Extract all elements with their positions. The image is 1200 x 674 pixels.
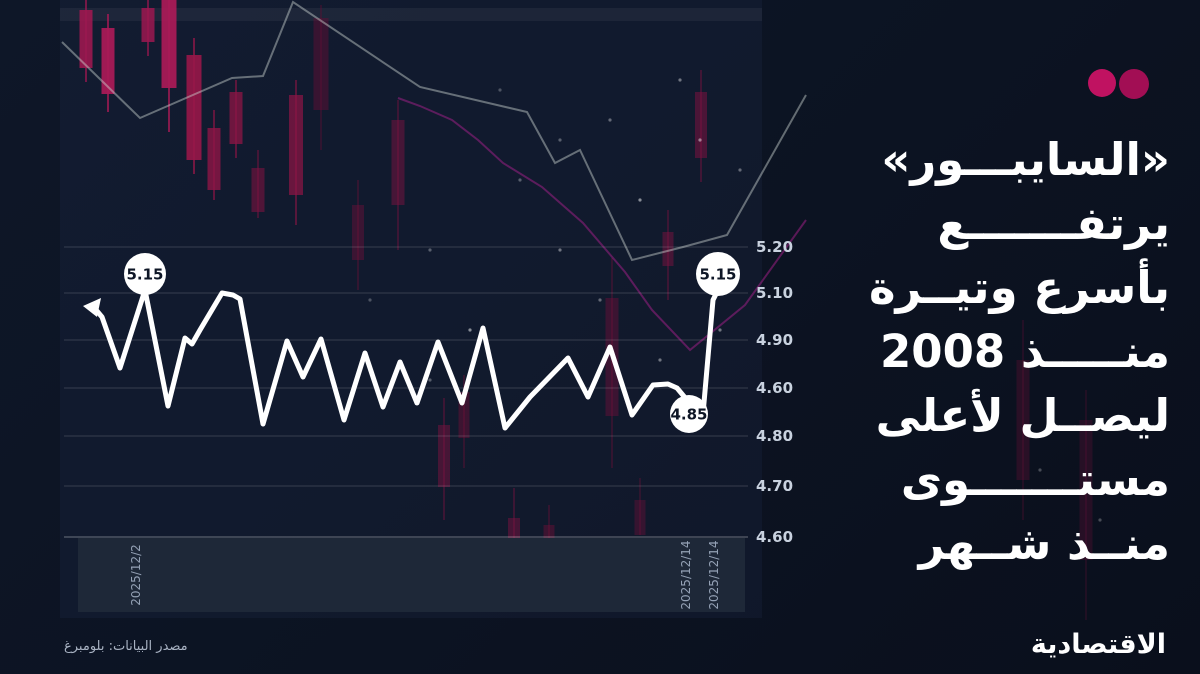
star-speck	[598, 298, 602, 302]
candlestick	[207, 128, 221, 190]
headline-line-2: يرتفـــــــع	[937, 197, 1170, 250]
y-axis-label: 4.90	[756, 331, 793, 349]
brand-dot-left-icon	[1088, 69, 1116, 97]
headline-line-1: «السايبـــور»	[881, 133, 1170, 186]
x-axis-date-label: 2025/12/14	[707, 540, 721, 609]
candlestick	[101, 28, 115, 94]
candlestick	[1016, 360, 1030, 480]
star-speck	[428, 248, 432, 252]
candlestick	[662, 232, 674, 266]
star-speck	[718, 328, 722, 332]
saibor-series-line	[94, 287, 721, 431]
x-axis-band	[78, 538, 745, 612]
value-callout-label: 5.15	[699, 266, 736, 284]
candlestick	[186, 55, 202, 160]
candlestick	[695, 92, 707, 158]
candlestick	[229, 92, 243, 144]
candlestick	[251, 168, 265, 212]
x-axis-date-label: 2025/12/2	[129, 544, 143, 606]
star-speck	[658, 358, 662, 362]
candlestick	[634, 500, 646, 535]
value-callout-label: 4.85	[670, 406, 707, 424]
background-magenta-line	[397, 97, 807, 352]
line-start-flag-icon	[83, 298, 101, 317]
star-speck	[368, 298, 372, 302]
value-callout-circle	[124, 253, 166, 295]
star-speck	[698, 138, 702, 142]
candlestick	[352, 205, 364, 260]
y-axis-label: 4.70	[756, 477, 793, 495]
headline-line-5: ليصــل لأعلى	[875, 389, 1170, 442]
y-axis-label: 5.10	[756, 284, 793, 302]
star-speck	[468, 328, 472, 332]
value-callout-circle	[670, 395, 708, 433]
data-source-caption: مصدر البيانات: بلومبرغ	[64, 639, 188, 654]
x-axis-date-label: 2025/12/14	[679, 540, 693, 609]
candlestick	[161, 0, 177, 88]
y-axis-label: 4.60	[756, 379, 793, 397]
star-speck	[558, 138, 562, 142]
value-callout-circle	[696, 252, 740, 296]
candlestick	[313, 18, 329, 110]
star-speck	[428, 378, 432, 382]
star-speck	[498, 88, 502, 92]
aleqtisadiah-logo: الاقتصادية	[1030, 629, 1166, 660]
candlestick	[79, 10, 93, 68]
headline: «السايبـــور» يرتفـــــــع بأسرع وتيــرة من…	[798, 128, 1170, 576]
top-strip	[60, 8, 762, 21]
y-axis-label: 5.20	[756, 238, 793, 256]
value-callout-label: 5.15	[126, 266, 163, 284]
star-speck	[1038, 468, 1042, 472]
star-speck	[608, 118, 612, 122]
star-speck	[738, 168, 742, 172]
candlestick	[438, 425, 450, 487]
chart-panel	[60, 0, 762, 618]
candlestick	[391, 120, 405, 205]
star-speck	[1098, 518, 1102, 522]
background-pale-line	[61, 0, 807, 262]
star-speck	[518, 178, 522, 182]
candlestick	[458, 392, 470, 438]
candlestick	[1079, 420, 1093, 560]
star-speck	[558, 248, 562, 252]
star-speck	[678, 78, 682, 82]
headline-line-7: منــذ شــهر	[918, 517, 1170, 570]
headline-line-6: مستـــــــوى	[900, 453, 1170, 506]
y-axis-label: 4.80	[756, 427, 793, 445]
y-axis-label: 4.60	[756, 528, 793, 546]
headline-line-4: منـــــذ 2008	[879, 325, 1170, 378]
star-speck	[638, 198, 642, 202]
candlestick	[289, 95, 303, 195]
candlestick	[141, 8, 155, 42]
headline-line-3: بأسرع وتيــرة	[868, 261, 1170, 314]
brand-dot-right-icon	[1119, 69, 1149, 99]
